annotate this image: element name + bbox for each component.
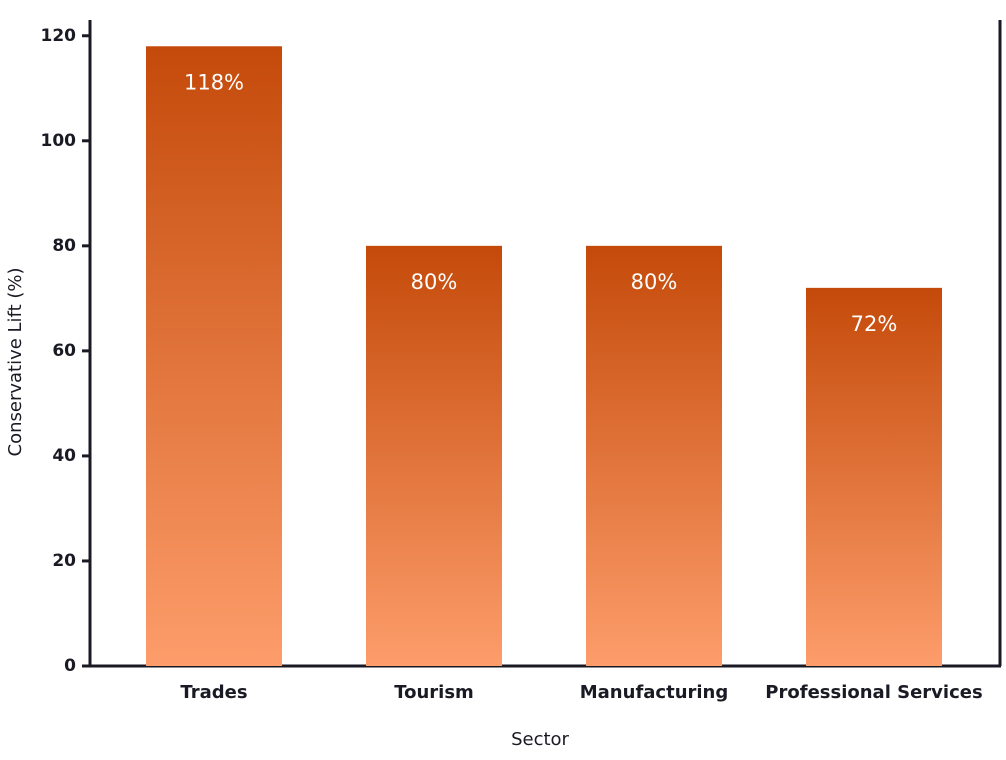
y-tick-label: 80 <box>52 236 76 256</box>
y-tick-label: 120 <box>41 26 77 46</box>
bar <box>806 287 942 666</box>
bar <box>586 245 722 666</box>
value-label: 80% <box>411 270 458 294</box>
y-tick-label: 100 <box>41 131 77 151</box>
x-tick-label: Professional Services <box>765 682 982 703</box>
y-tick-label: 20 <box>52 551 76 571</box>
x-tick-label: Tourism <box>394 682 474 703</box>
y-tick-label: 0 <box>64 656 76 676</box>
bar <box>146 46 282 667</box>
y-tick-label: 60 <box>52 341 76 361</box>
value-label: 80% <box>631 270 678 294</box>
y-axis-label: Conservative Lift (%) <box>5 267 26 456</box>
value-label: 72% <box>851 312 898 336</box>
x-tick-label: Manufacturing <box>580 682 729 703</box>
value-label: 118% <box>184 70 244 94</box>
y-tick-label: 40 <box>52 446 76 466</box>
bar <box>366 245 502 666</box>
x-axis-label: Sector <box>511 729 569 750</box>
x-tick-label: Trades <box>180 682 247 703</box>
